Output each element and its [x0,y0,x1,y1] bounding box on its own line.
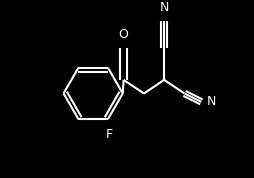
Text: N: N [207,95,216,108]
Text: N: N [160,1,169,14]
Text: O: O [119,28,129,41]
Text: F: F [106,127,113,140]
